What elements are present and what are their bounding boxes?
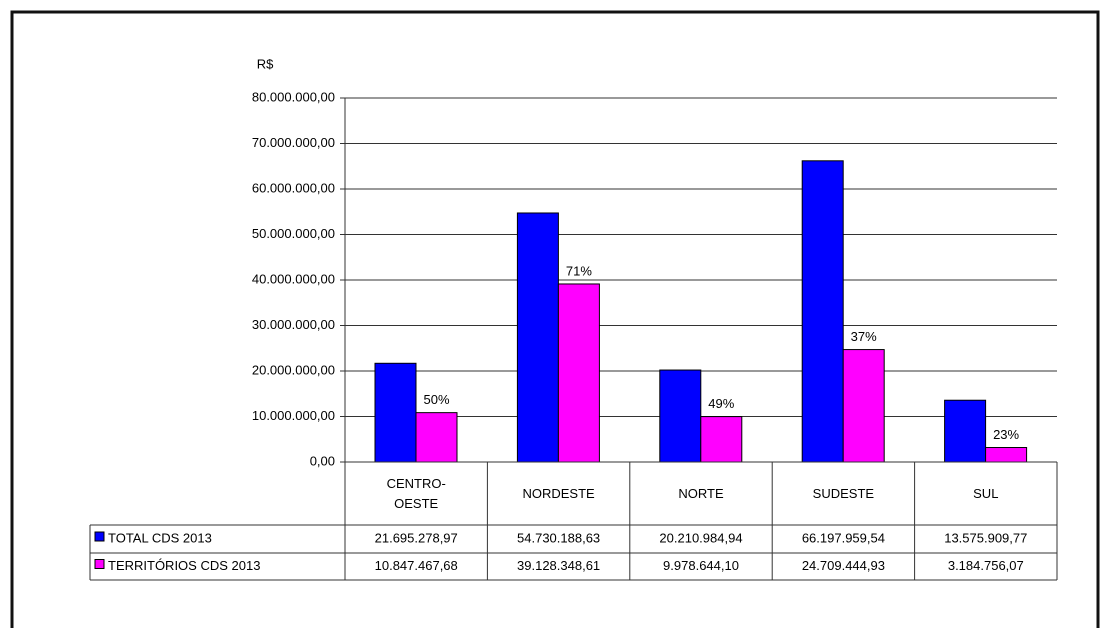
category-label: NORDESTE bbox=[487, 462, 629, 525]
legend-swatch bbox=[94, 531, 105, 542]
y-tick-label: 70.000.000,00 bbox=[252, 135, 335, 150]
bar bbox=[944, 399, 987, 463]
y-tick-label: 10.000.000,00 bbox=[252, 408, 335, 423]
table-value: 39.128.348,61 bbox=[517, 558, 600, 573]
table-value: 66.197.959,54 bbox=[802, 530, 885, 545]
y-tick-label: 30.000.000,00 bbox=[252, 317, 335, 332]
share-label: 23% bbox=[993, 427, 1019, 442]
bar bbox=[842, 349, 885, 463]
category-cell: SUDESTE bbox=[772, 462, 914, 525]
x-tick-label: SUDESTE bbox=[812, 485, 875, 501]
y-tick-label: 80.000.000,00 bbox=[252, 89, 335, 104]
y-tick-label: 50.000.000,00 bbox=[252, 226, 335, 241]
bar bbox=[557, 283, 600, 463]
table-value: 24.709.444,93 bbox=[802, 558, 885, 573]
y-tick-label: 0,00 bbox=[310, 453, 335, 468]
x-tick-label: SUL bbox=[973, 485, 999, 501]
table-value: 3.184.756,07 bbox=[948, 558, 1024, 573]
y-axis-label: R$ bbox=[257, 56, 274, 71]
bar bbox=[516, 212, 559, 463]
category-cell: NORTE bbox=[630, 462, 772, 525]
category-cell: CENTRO-OESTE bbox=[345, 462, 487, 525]
bar bbox=[374, 362, 417, 463]
category-cell: SUL bbox=[915, 462, 1057, 525]
y-tick-label: 40.000.000,00 bbox=[252, 271, 335, 286]
y-tick-label: 20.000.000,00 bbox=[252, 362, 335, 377]
category-cell: NORDESTE bbox=[487, 462, 629, 525]
category-label: CENTRO-OESTE bbox=[345, 462, 487, 525]
bar bbox=[415, 412, 458, 463]
category-label: SUL bbox=[915, 462, 1057, 525]
share-label: 37% bbox=[851, 329, 877, 344]
bar bbox=[985, 447, 1028, 463]
legend-swatch bbox=[94, 559, 105, 569]
bar bbox=[700, 416, 743, 463]
table-value: 54.730.188,63 bbox=[517, 530, 600, 545]
bar bbox=[659, 369, 702, 463]
x-tick-label: NORTE bbox=[678, 485, 724, 501]
table-value: 20.210.984,94 bbox=[659, 530, 742, 545]
share-label: 71% bbox=[566, 263, 592, 278]
table-value: 21.695.278,97 bbox=[375, 530, 458, 545]
category-label: NORTE bbox=[630, 462, 772, 525]
category-label: SUDESTE bbox=[772, 462, 914, 525]
legend-label: TOTAL CDS 2013 bbox=[108, 530, 212, 545]
legend-label: TERRITÓRIOS CDS 2013 bbox=[108, 558, 260, 573]
x-tick-label: CENTRO-OESTE bbox=[386, 475, 446, 511]
table-value: 13.575.909,77 bbox=[944, 530, 1027, 545]
table-value: 10.847.467,68 bbox=[375, 558, 458, 573]
frame bbox=[10, 10, 1100, 628]
bar bbox=[801, 160, 844, 463]
y-tick-label: 60.000.000,00 bbox=[252, 180, 335, 195]
share-label: 50% bbox=[423, 392, 449, 407]
x-tick-label: NORDESTE bbox=[522, 485, 595, 501]
share-label: 49% bbox=[708, 396, 734, 411]
table-value: 9.978.644,10 bbox=[663, 558, 739, 573]
